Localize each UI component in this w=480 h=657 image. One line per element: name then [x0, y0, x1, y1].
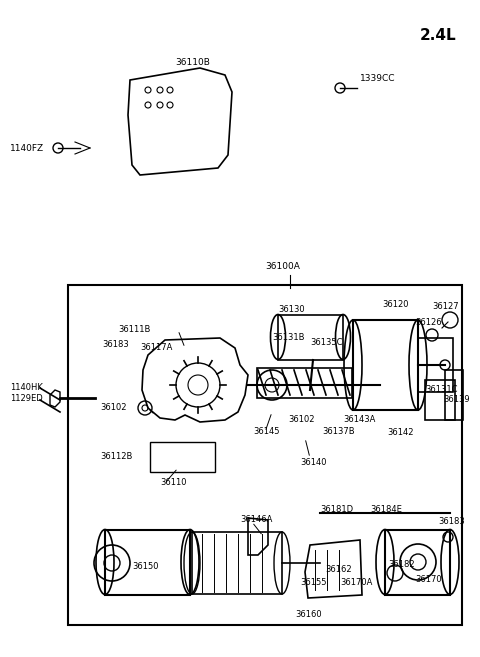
Text: 36137B: 36137B: [322, 427, 355, 436]
Text: 36145: 36145: [253, 427, 279, 436]
Text: 36143A: 36143A: [343, 415, 375, 424]
Text: 36126: 36126: [415, 318, 442, 327]
Text: 36139: 36139: [443, 395, 469, 404]
Bar: [192, 532, 282, 594]
Text: 36131C: 36131C: [425, 385, 457, 394]
Text: 36184E: 36184E: [370, 505, 402, 514]
Text: 36150: 36150: [132, 562, 158, 571]
Text: 36142: 36142: [387, 428, 413, 437]
Text: 36146A: 36146A: [240, 515, 272, 524]
Text: 36183: 36183: [438, 517, 465, 526]
Text: 36112B: 36112B: [100, 452, 132, 461]
Text: 1129ED: 1129ED: [10, 394, 43, 403]
Text: 36117A: 36117A: [140, 343, 172, 352]
Text: 2.4L: 2.4L: [420, 28, 456, 43]
Text: 36170: 36170: [415, 575, 442, 584]
Bar: [150, 442, 215, 472]
Text: 36160: 36160: [295, 610, 322, 619]
Text: 36110: 36110: [160, 478, 187, 487]
Bar: [257, 368, 352, 398]
Text: 36162: 36162: [325, 565, 352, 574]
Text: 36100A: 36100A: [265, 262, 300, 271]
Text: 36120: 36120: [382, 300, 408, 309]
Text: 36110B: 36110B: [175, 58, 210, 67]
Text: 36182: 36182: [388, 560, 415, 569]
Text: 36170A: 36170A: [340, 578, 372, 587]
Bar: [278, 315, 343, 360]
Text: 36127: 36127: [432, 302, 458, 311]
Bar: [105, 530, 190, 595]
Bar: [68, 285, 462, 625]
Text: 1140FZ: 1140FZ: [10, 144, 44, 153]
Text: 36155: 36155: [300, 578, 326, 587]
Text: 36131B: 36131B: [272, 333, 304, 342]
Bar: [418, 338, 453, 392]
Text: 36181D: 36181D: [320, 505, 353, 514]
Text: 1339CC: 1339CC: [360, 74, 396, 83]
Text: 36102: 36102: [288, 415, 314, 424]
Text: 36183: 36183: [102, 340, 129, 349]
Bar: [385, 530, 450, 595]
Text: 36135C: 36135C: [310, 338, 343, 347]
Text: 1140HK: 1140HK: [10, 383, 43, 392]
Bar: [425, 380, 455, 420]
Text: 36140: 36140: [300, 458, 326, 467]
Bar: [353, 320, 418, 410]
Text: 36111B: 36111B: [118, 325, 150, 334]
Text: 36102: 36102: [100, 403, 127, 412]
Text: 36130: 36130: [278, 305, 305, 314]
Bar: [445, 370, 463, 420]
